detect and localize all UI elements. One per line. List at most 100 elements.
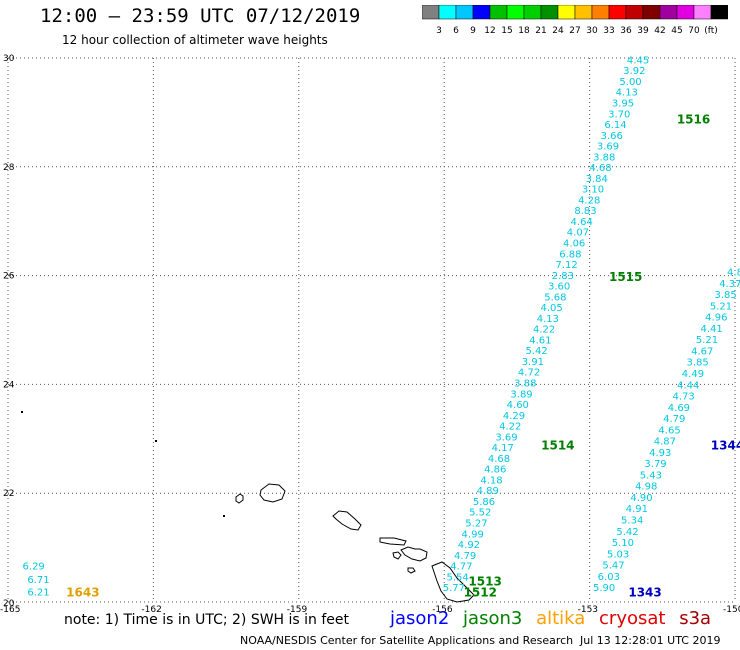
wave-height-value: 4.89 (477, 486, 499, 497)
satellite-jason2: jason2 (390, 608, 450, 629)
track-id-label: 1513 (468, 575, 501, 589)
legend-swatch (523, 5, 542, 20)
altimeter-tracks: 5.775.544.774.794.924.995.275.525.864.89… (443, 55, 740, 594)
legend-swatch (676, 5, 695, 20)
legend-swatch (506, 5, 525, 20)
wave-height-value: 3.89 (510, 389, 532, 400)
wave-height-value: 3.85 (686, 358, 708, 369)
legend-swatch (625, 5, 644, 20)
wave-height-value: 5.43 (640, 470, 662, 481)
wave-height-value: 4.05 (540, 303, 562, 314)
wave-height-value: 6.14 (604, 120, 626, 131)
hawaii-big-island (431, 561, 475, 603)
maui-island (400, 546, 428, 562)
wave-height-value: 5.68 (544, 292, 566, 303)
legend-swatch (693, 5, 712, 20)
wave-height-value: 3.69 (495, 432, 517, 443)
satellite-legend: jason2 jason3 altika cryosat s3a (390, 608, 719, 629)
legend-label: 9 (470, 26, 476, 35)
wave-height-value: 4.91 (626, 504, 648, 515)
wave-height-value: 3.69 (597, 142, 619, 153)
wave-height-value: 4.13 (616, 88, 638, 99)
wave-height-value: 6.03 (598, 572, 620, 583)
lon-tick-label: -156 (432, 605, 453, 615)
wave-height-value: 4.86 (484, 465, 506, 476)
track-id-label: 1514 (541, 439, 574, 453)
track-id-label: 1643 (66, 586, 99, 600)
legend-label: 15 (501, 26, 512, 35)
wave-height-value: 4.77 (450, 562, 472, 573)
track-id-label: 1343 (628, 586, 661, 600)
track-id-label: 1515 (609, 270, 642, 284)
satellite-jason3: jason3 (463, 608, 523, 629)
wave-height-value: 4.22 (499, 422, 521, 433)
wave-height-value: 5.21 (696, 335, 718, 346)
wave-height-value: 4.72 (518, 368, 540, 379)
hawaiian-islands (21, 411, 475, 603)
color-legend: 3 6 9 12 15 18 21 24 27 30 33 36 39 42 45 70 (ft) (422, 5, 728, 35)
wave-height-value: 5.86 (473, 497, 495, 508)
wave-height-value: 6.71 (27, 575, 49, 586)
legend-label: 45 (671, 26, 682, 35)
nihoa-islet (155, 440, 157, 442)
generated-timestamp: Jul 13 12:28:01 UTC 2019 (580, 634, 721, 647)
lat-tick-label: 20 (3, 599, 15, 609)
wave-height-value: 3.85 (715, 290, 737, 301)
wave-height-value: 8.83 (574, 206, 596, 217)
wave-height-value: 6.88 (559, 249, 581, 260)
wave-height-value: 3.66 (601, 131, 623, 142)
wave-height-value: 4.44 (677, 380, 699, 391)
wave-height-value: 3.92 (623, 66, 645, 77)
wave-height-value: 4.73 (672, 392, 694, 403)
wave-height-value: 4.92 (458, 540, 480, 551)
legend-label: 36 (620, 26, 632, 35)
wave-height-value: 3.60 (548, 282, 570, 293)
wave-height-value: 4.22 (533, 325, 555, 336)
legend-label: 18 (518, 26, 530, 35)
wave-height-value: 4.79 (454, 551, 476, 562)
wave-height-value: 5.21 (710, 301, 732, 312)
wave-height-value: 5.42 (525, 346, 547, 357)
legend-label: 42 (654, 26, 665, 35)
legend-label: 30 (586, 26, 598, 35)
legend-swatch (540, 5, 559, 20)
wave-height-value: 3.91 (522, 357, 544, 368)
lon-tick-label: -153 (578, 605, 598, 615)
wave-height-value: 4.79 (663, 414, 685, 425)
legend-swatch (591, 5, 610, 20)
kaula-islet (223, 515, 225, 517)
wave-height-value: 5.27 (465, 519, 487, 530)
wave-height-value: 5.42 (616, 527, 638, 538)
lat-tick-label: 24 (3, 380, 15, 390)
kahoolawe-island (407, 567, 416, 574)
wave-height-value: 4.13 (537, 314, 559, 325)
legend-label: 6 (453, 26, 459, 35)
wave-height-value: 4.8 (727, 268, 740, 279)
lon-tick-label: -159 (287, 605, 308, 615)
kauai-island (259, 483, 286, 503)
map-grid: -165 -162 -159 -156 -153 -150 20 22 24 26 28 30 (0, 54, 740, 615)
wave-height-value: 3.70 (608, 109, 630, 120)
wave-height-value: 6.21 (27, 587, 49, 598)
niihau-island (235, 493, 244, 504)
lat-tick-label: 26 (3, 272, 15, 282)
wave-height-value: 4.64 (571, 217, 593, 228)
lon-tick-label: -150 (723, 605, 740, 615)
left-edge-values: 6.29 6.716.21 (23, 561, 50, 598)
wave-height-value: 4.17 (492, 443, 514, 454)
wave-height-value: 4.29 (503, 411, 525, 422)
wave-height-value: 5.10 (612, 538, 634, 549)
legend-swatch (710, 5, 728, 20)
wave-height-value: 5.34 (621, 516, 643, 527)
track-id-label: 1344 (711, 439, 740, 453)
wave-height-value: 3.84 (586, 174, 608, 185)
wave-height-value: 4.98 (635, 482, 657, 493)
wave-height-value: 3.95 (612, 99, 634, 110)
legend-swatch (489, 5, 508, 20)
legend-label: 27 (569, 26, 580, 35)
lat-tick-label: 22 (3, 489, 14, 499)
wave-height-value: 3.88 (593, 152, 615, 163)
wave-height-value: 5.77 (443, 583, 465, 594)
wave-height-value: 4.68 (589, 163, 611, 174)
